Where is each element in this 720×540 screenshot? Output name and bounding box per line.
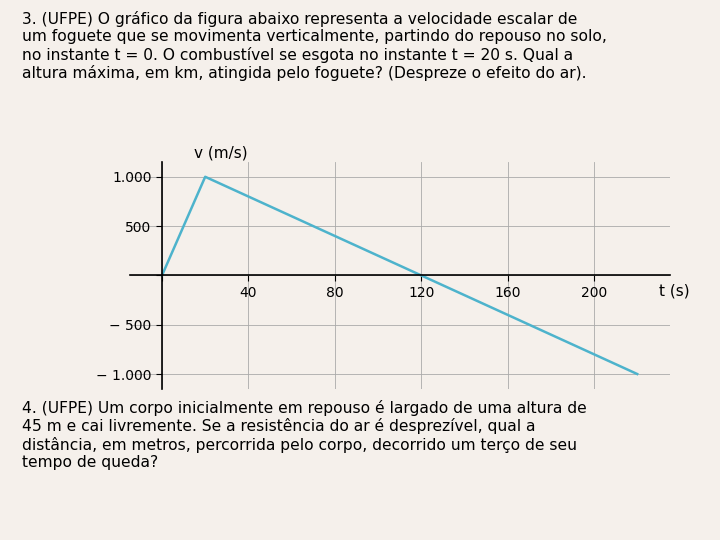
Text: 3. (UFPE) O gráfico da figura abaixo representa a velocidade escalar de
um fogue: 3. (UFPE) O gráfico da figura abaixo rep…	[22, 11, 606, 82]
Text: t (s): t (s)	[659, 284, 689, 298]
Text: 4. (UFPE) Um corpo inicialmente em repouso é largado de uma altura de
45 m e cai: 4. (UFPE) Um corpo inicialmente em repou…	[22, 400, 586, 470]
Text: v (m/s): v (m/s)	[194, 145, 248, 160]
